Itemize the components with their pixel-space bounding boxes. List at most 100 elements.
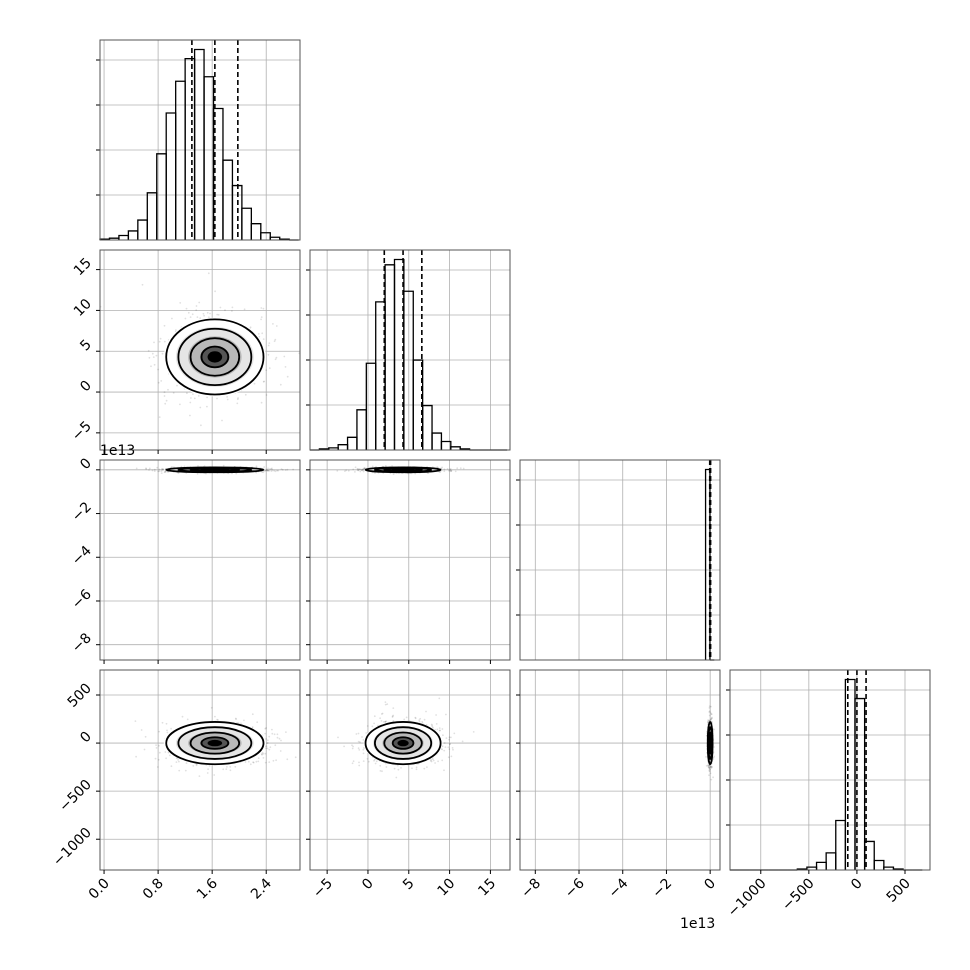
sample-point <box>268 342 271 344</box>
sample-point <box>708 710 711 713</box>
sample-point <box>362 760 365 762</box>
sample-point <box>352 468 355 471</box>
sample-point <box>261 753 263 756</box>
hist-bar <box>137 219 148 240</box>
sample-point <box>262 471 265 474</box>
sample-point <box>710 713 713 716</box>
sample-point <box>205 472 207 475</box>
sample-point <box>171 317 173 320</box>
sample-point <box>283 355 286 358</box>
sample-point <box>216 313 219 316</box>
panel-3-2 <box>516 669 721 874</box>
sample-point <box>273 469 275 472</box>
panel-frame <box>309 669 511 871</box>
sample-point <box>266 747 269 750</box>
sample-point <box>217 313 220 316</box>
sample-point <box>262 752 265 755</box>
sample-point <box>443 749 446 752</box>
contour-line <box>364 721 442 766</box>
sample-point <box>192 765 195 767</box>
sample-point <box>261 751 264 754</box>
x-tick-label-p0: 0.0 <box>86 876 113 903</box>
sample-point <box>267 467 269 470</box>
hist-bar <box>127 230 139 240</box>
sample-point <box>397 768 400 771</box>
sample-point <box>198 775 201 777</box>
sample-point <box>263 466 266 468</box>
x-tick-label-p3: −1000 <box>725 876 770 921</box>
sample-point <box>374 472 376 474</box>
sample-point <box>355 733 358 735</box>
sample-point <box>434 762 436 764</box>
sample-point <box>192 393 194 395</box>
sample-point <box>712 758 715 761</box>
contour-line <box>177 726 253 760</box>
sample-point <box>354 466 357 469</box>
sample-point <box>247 760 250 763</box>
sample-point <box>225 768 228 770</box>
sample-point <box>197 465 199 467</box>
sample-point <box>371 465 374 468</box>
sample-point <box>272 759 275 762</box>
sample-point <box>708 711 711 713</box>
sample-point <box>375 760 378 763</box>
y-tick-label-p1: 5 <box>77 337 95 355</box>
sample-point <box>236 402 239 405</box>
sample-point <box>366 757 369 760</box>
sample-point <box>280 739 282 742</box>
sample-point <box>418 720 421 723</box>
sample-point <box>265 738 267 740</box>
sample-point <box>712 756 715 759</box>
sample-point <box>277 469 280 472</box>
y-tick-label-p3: 0 <box>77 729 95 747</box>
sample-point <box>175 329 177 331</box>
sample-point <box>271 732 274 735</box>
sample-point <box>379 770 382 772</box>
sample-point <box>275 325 278 327</box>
sample-point <box>380 720 383 722</box>
panel-content <box>100 460 300 660</box>
sample-point <box>707 764 709 767</box>
sample-point <box>178 760 180 763</box>
sample-point <box>170 727 173 730</box>
sample-point <box>441 759 444 762</box>
hist-bar <box>440 440 452 450</box>
sample-point <box>274 744 277 747</box>
sample-point <box>421 722 424 724</box>
sample-point <box>708 766 711 769</box>
sample-point <box>276 469 278 472</box>
sample-point <box>425 710 427 713</box>
sample-point <box>265 745 268 748</box>
sample-point <box>195 309 198 311</box>
sample-point <box>158 468 161 471</box>
y-tick-label-p2: −6 <box>69 586 95 612</box>
sample-point <box>371 725 374 728</box>
hist-bar <box>184 57 196 240</box>
sample-point <box>224 309 226 312</box>
hist-bar <box>835 819 847 870</box>
sample-point <box>357 469 359 472</box>
sample-point <box>184 769 187 772</box>
sample-point <box>165 399 168 402</box>
x-tick-label-p2: 0 <box>701 876 719 894</box>
panel-frame <box>309 249 511 451</box>
sample-point <box>279 750 282 752</box>
sample-point <box>436 466 438 469</box>
sample-point <box>234 765 237 768</box>
sample-point <box>709 765 712 768</box>
sample-point <box>265 369 268 371</box>
sample-point <box>710 767 713 769</box>
sample-point <box>363 467 365 470</box>
sample-point <box>707 765 710 768</box>
x-tick-label-p3: 500 <box>884 876 914 906</box>
sample-point <box>431 724 433 727</box>
sample-point <box>260 307 263 309</box>
panel-bg <box>310 460 510 660</box>
sample-point <box>267 344 270 347</box>
sample-point <box>708 707 711 709</box>
sample-point <box>362 468 365 470</box>
y-tick-label-p3: −500 <box>56 777 95 816</box>
sample-point <box>155 354 158 357</box>
sample-point <box>279 383 282 386</box>
sample-point <box>252 761 255 764</box>
